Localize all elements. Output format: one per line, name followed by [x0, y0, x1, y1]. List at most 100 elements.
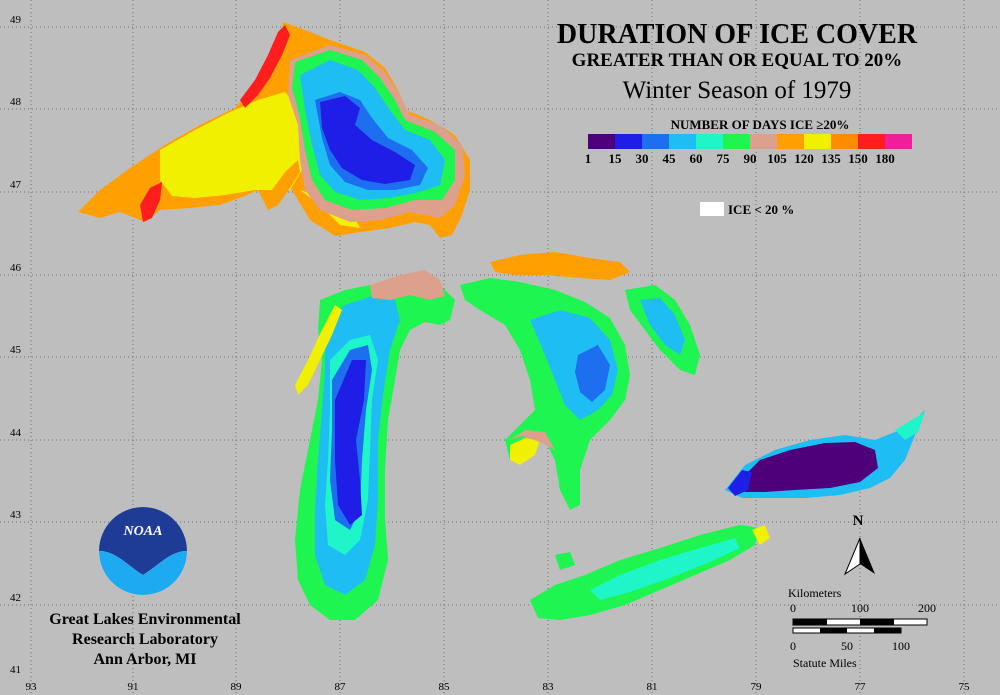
- scale-km-tick: 200: [918, 601, 936, 615]
- lake-ontario: [725, 410, 925, 498]
- lat-label: 42: [10, 592, 21, 604]
- scale-mi-segment: [874, 628, 901, 633]
- legend-tick-label: 90: [744, 151, 757, 166]
- title-line3: Winter Season of 1979: [623, 77, 852, 104]
- legend: NUMBER OF DAYS ICE ≥20% 1 15 30 45 60 75 90 105…: [585, 117, 912, 217]
- legend-tick-label: 45: [663, 151, 677, 166]
- lon-label: 75: [959, 681, 971, 693]
- erie-yellow-east: [752, 525, 770, 545]
- legend-swatch: [777, 134, 804, 149]
- glerl-line3: Ann Arbor, MI: [94, 651, 197, 668]
- lat-label: 43: [10, 509, 22, 521]
- lake-michigan: [295, 270, 455, 620]
- legend-title: NUMBER OF DAYS ICE ≥20%: [671, 117, 850, 132]
- north-channel: [490, 252, 630, 280]
- lon-label: 87: [335, 681, 347, 693]
- legend-swatch: [858, 134, 885, 149]
- legend-swatch: [669, 134, 696, 149]
- lon-label: 83: [543, 681, 555, 693]
- lon-label: 93: [26, 681, 38, 693]
- title-line1: DURATION OF ICE COVER: [557, 19, 918, 50]
- ontario-teal-east: [895, 412, 925, 440]
- lon-label: 89: [231, 681, 243, 693]
- glerl-line2: Research Laboratory: [72, 631, 218, 648]
- lon-label: 79: [751, 681, 763, 693]
- huron-blue-zone: [575, 345, 610, 402]
- legend-tick-label: 75: [717, 151, 731, 166]
- superior-yellow-zone: [160, 92, 305, 198]
- noaa-logo-text: NOAA: [123, 524, 163, 539]
- legend-tick-label: 30: [636, 151, 649, 166]
- north-arrow-icon: [860, 538, 875, 574]
- legend-tick-label: 150: [848, 151, 868, 166]
- lat-label: 45: [10, 344, 22, 356]
- lat-label: 47: [10, 179, 22, 191]
- noaa-logo: NOAA: [99, 507, 187, 595]
- legend-tick-label: 135: [821, 151, 841, 166]
- legend-swatch: [642, 134, 669, 149]
- legend-swatches: [588, 134, 912, 149]
- lat-label: 44: [10, 427, 22, 439]
- legend-swatch: [696, 134, 723, 149]
- lat-label: 48: [10, 96, 22, 108]
- north-arrow-icon-left: [843, 537, 861, 576]
- scale-mi-segment: [820, 628, 847, 633]
- legend-tick-label: 15: [609, 151, 623, 166]
- scale-mi-tick: 100: [892, 639, 910, 653]
- legend-swatch: [831, 134, 858, 149]
- ontario-purple-zone: [740, 442, 878, 492]
- ontario-blue-west: [728, 470, 752, 496]
- lake-erie: [530, 525, 770, 620]
- lon-label: 91: [128, 681, 139, 693]
- michigan-tan-north: [370, 270, 445, 300]
- title-line2: GREATER THAN OR EQUAL TO 20%: [572, 50, 903, 71]
- green-bay: [295, 305, 342, 395]
- legend-tick-label: 1: [585, 151, 592, 166]
- noaa-logo-sky: [99, 507, 187, 575]
- north-label: N: [853, 513, 864, 529]
- superior-red-shore-north: [240, 25, 290, 108]
- erie-teal-zone: [590, 538, 740, 600]
- no-ice-label: ICE < 20 %: [728, 202, 794, 217]
- lake-st-clair: [555, 552, 575, 570]
- superior-deep-zone: [320, 96, 415, 184]
- noaa-logo-sea: [99, 551, 187, 595]
- scale-km-tick: 100: [851, 601, 869, 615]
- scale-bar: Kilometers 0 100 200 0 50 100 Statute Mi…: [788, 586, 936, 670]
- legend-tick-label: 60: [690, 151, 703, 166]
- legend-swatch: [804, 134, 831, 149]
- huron-tan-edge: [510, 430, 555, 450]
- superior-red-shore-west: [140, 182, 162, 222]
- glerl-line1: Great Lakes Environmental: [49, 611, 241, 628]
- georgian-bay-cyan: [640, 298, 685, 355]
- legend-swatch: [885, 134, 912, 149]
- keweenaw: [268, 160, 300, 210]
- legend-tick-label: 105: [767, 151, 787, 166]
- no-ice-swatch: [700, 202, 724, 216]
- legend-tick-label: 120: [794, 151, 814, 166]
- lat-label: 41: [10, 664, 21, 676]
- lat-label: 49: [10, 14, 22, 26]
- legend-ticks: 1 15 30 45 60 75 90 105 120 135 150 180: [585, 151, 895, 166]
- legend-tick-label: 180: [875, 151, 895, 166]
- lat-label: 46: [10, 262, 22, 274]
- scale-km-segment: [793, 619, 827, 625]
- lake-superior: [78, 22, 470, 238]
- lon-label: 81: [647, 681, 658, 693]
- legend-swatch: [615, 134, 642, 149]
- scale-km-title: Kilometers: [788, 586, 842, 600]
- saginaw-bay: [510, 438, 540, 465]
- scale-mi-title: Statute Miles: [793, 656, 857, 670]
- scale-mi-tick: 0: [790, 639, 796, 653]
- legend-swatch: [750, 134, 777, 149]
- legend-swatch: [723, 134, 750, 149]
- michigan-deep-zone: [335, 360, 366, 525]
- legend-swatch: [588, 134, 615, 149]
- lake-huron: [460, 252, 700, 510]
- scale-mi-tick: 50: [841, 639, 853, 653]
- lon-label: 77: [855, 681, 867, 693]
- scale-km-segment: [860, 619, 894, 625]
